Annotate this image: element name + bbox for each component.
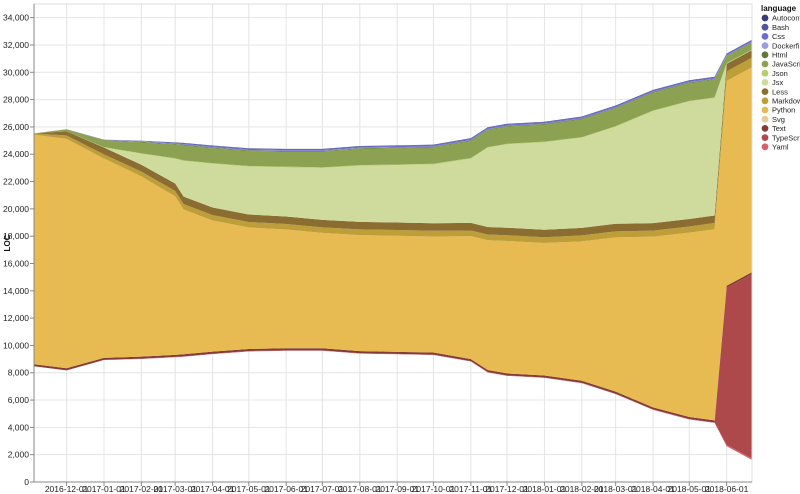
legend-entry: Json (772, 69, 788, 78)
y-tick-label: 18,000 (3, 231, 29, 241)
legend-symbol (761, 51, 769, 59)
y-tick-label: 14,000 (3, 286, 29, 296)
legend-symbol (761, 14, 769, 22)
y-tick-label: 28,000 (3, 95, 29, 105)
x-axis: 2016-12-012017-01-012017-02-012017-03-01… (34, 481, 752, 494)
legend-entry: Python (772, 106, 795, 115)
y-tick-label: 0 (24, 477, 29, 487)
legend-entry: Dockerfile (772, 41, 800, 50)
y-tick-label: 24,000 (3, 149, 29, 159)
legend-symbol (761, 134, 769, 142)
y-tick-label: 20,000 (3, 204, 29, 214)
x-tick-label: 2017-01-01 (82, 484, 126, 494)
legend-symbol (761, 143, 769, 151)
x-tick-label: 2018-06-01 (705, 484, 749, 494)
legend-entry: Css (772, 32, 785, 41)
x-tick-label: 2017-05-01 (227, 484, 271, 494)
legend-entry: Less (772, 87, 788, 96)
y-tick-label: 32,000 (3, 40, 29, 50)
x-tick-label: 2017-07-01 (301, 484, 345, 494)
y-tick-label: 2,000 (8, 450, 30, 460)
x-tick-label: 2018-01-01 (523, 484, 567, 494)
x-tick-label: 2018-02-01 (560, 484, 604, 494)
x-tick-label: 2018-05-01 (668, 484, 712, 494)
legend-entry: Autoconf (772, 14, 800, 23)
x-tick-label: 2018-03-01 (594, 484, 638, 494)
y-tick-label: 12,000 (3, 313, 29, 323)
x-tick-label: 2017-12-01 (485, 484, 529, 494)
legend-symbol (761, 33, 769, 40)
legend-entry: Yaml (772, 143, 789, 152)
y-tick-label: 6,000 (8, 395, 30, 405)
x-tick-label: 2017-11-01 (449, 484, 492, 494)
legend-symbol (761, 23, 769, 31)
y-tick-label: 16,000 (3, 258, 29, 268)
x-tick-label: 2017-02-01 (120, 484, 164, 494)
y-axis-title: LOC (3, 234, 12, 251)
legend-symbol (761, 42, 769, 49)
y-tick-label: 30,000 (3, 67, 29, 77)
legend-entry: Html (772, 51, 788, 60)
legend-symbol (761, 97, 769, 105)
legend-entry: Svg (772, 115, 785, 124)
legend-entry: Markdown (772, 97, 800, 106)
x-tick-label: 2017-04-01 (191, 484, 235, 494)
x-tick-label: 2018-04-01 (631, 484, 675, 494)
y-tick-label: 26,000 (3, 122, 29, 132)
x-tick-label: 2017-06-01 (264, 484, 308, 494)
x-tick-label: 2017-08-01 (338, 484, 382, 494)
y-axis: 0 2,000 4,000 6,000 8,000 10,000 12,000 14,000 1… (3, 4, 35, 487)
legend-entry: JavaScript (772, 60, 800, 69)
x-tick-label: 2017-10-01 (412, 484, 456, 494)
area-javascript (34, 42, 752, 168)
area-jsx (34, 50, 752, 230)
y-tick-label: 4,000 (8, 422, 30, 432)
y-tick-label: 22,000 (3, 177, 29, 187)
legend-symbol (761, 106, 769, 114)
x-tick-label: 2016-12-01 (45, 484, 89, 494)
area-layers (34, 39, 752, 460)
legend-entry: TypeScript (772, 133, 800, 142)
legend: language AutoconfBashCssDockerfileHtmlJa… (761, 4, 800, 152)
legend-entry: Text (772, 124, 787, 133)
area-python (34, 67, 752, 421)
legend-symbol (761, 124, 769, 132)
area-json (34, 49, 752, 169)
legend-symbol (761, 60, 769, 68)
legend-title: language (761, 4, 797, 13)
legend-entry: Jsx (772, 78, 784, 87)
x-tick-label: 2017-03-01 (153, 484, 197, 494)
legend-entry: Bash (772, 23, 789, 32)
y-tick-label: 8,000 (8, 368, 30, 378)
legend-symbol (761, 69, 769, 77)
legend-symbol (761, 79, 769, 86)
y-tick-label: 34,000 (3, 13, 29, 23)
x-tick-label: 2017-09-01 (375, 484, 419, 494)
y-tick-label: 10,000 (3, 340, 29, 350)
legend-symbol (761, 88, 769, 95)
legend-symbol (761, 115, 769, 123)
